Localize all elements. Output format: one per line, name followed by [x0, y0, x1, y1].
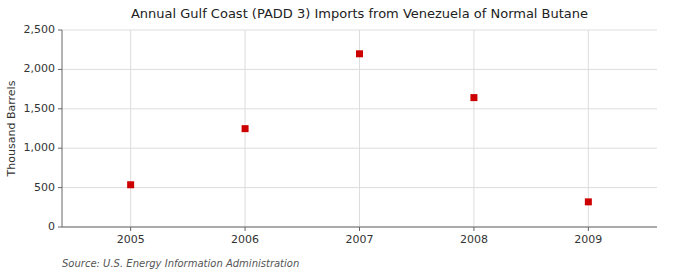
x-tick-label: 2009: [574, 233, 602, 246]
point: [585, 198, 592, 205]
x-tick: [130, 227, 131, 231]
point: [470, 94, 477, 101]
y-tick-label: 0: [48, 220, 55, 233]
y-tick-label: 1,500: [24, 102, 56, 115]
x-axis-line: [62, 227, 657, 228]
x-grid-line: [130, 30, 131, 227]
axes: 0 500 1,000 1,500 2,000 2,500 2005 2006 2007 2008…: [24, 23, 658, 246]
y-tick: [58, 30, 62, 31]
y-tick: [58, 108, 62, 109]
y-tick-label: 500: [34, 181, 55, 194]
x-tick-label: 2008: [460, 233, 488, 246]
chart: 0 500 1,000 1,500 2,000 2,500 2005 2006 2007 2008…: [0, 0, 675, 275]
x-tick: [473, 227, 474, 231]
x-grid-line: [359, 30, 360, 227]
y-tick-label: 2,000: [24, 62, 56, 75]
title: Annual Gulf Coast (PADD 3) Imports from …: [131, 6, 588, 21]
y-axis-label: Thousand Barrels: [5, 80, 18, 177]
x-grid-line: [473, 30, 474, 227]
points: [127, 50, 592, 205]
y-tick: [58, 227, 62, 228]
x-tick: [359, 227, 360, 231]
source-note: Source: U.S. Energy Information Administ…: [62, 258, 299, 269]
y-grid-line: [62, 227, 657, 228]
x-tick-label: 2006: [231, 233, 259, 246]
y-axis-line: [62, 30, 63, 227]
y-tick: [58, 187, 62, 188]
point: [127, 181, 134, 188]
x-tick-label: 2007: [346, 233, 374, 246]
point: [356, 50, 363, 57]
x-tick: [588, 227, 589, 231]
y-tick: [58, 148, 62, 149]
y-tick: [58, 69, 62, 70]
y-tick-label: 2,500: [24, 23, 56, 36]
x-tick-label: 2005: [117, 233, 145, 246]
y-tick-label: 1,000: [24, 141, 56, 154]
x-tick: [245, 227, 246, 231]
point: [242, 125, 249, 132]
x-grid-line: [588, 30, 589, 227]
